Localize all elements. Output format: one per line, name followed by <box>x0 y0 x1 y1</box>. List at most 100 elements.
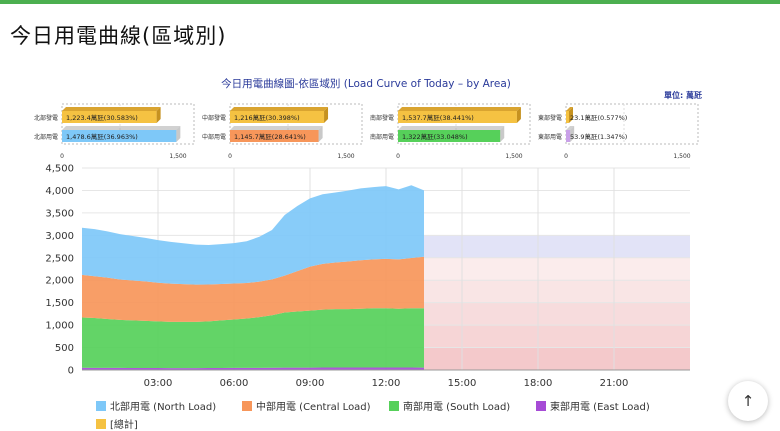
x-tick-label: 15:00 <box>448 378 477 389</box>
mini-load-bar-side <box>500 126 505 142</box>
mini-panel-frame <box>397 103 531 145</box>
mini-load-bar <box>62 130 177 142</box>
mini-gen-bar-side <box>516 107 521 123</box>
y-tick-label: 0 <box>68 366 74 377</box>
legend-item-total[interactable]: [總計] <box>96 416 138 431</box>
mini-gen-bar-top <box>398 107 521 111</box>
area-series-3 <box>82 185 424 285</box>
mini-load-value: 1,478.6萬瓩(36.963%) <box>66 132 138 141</box>
mini-axis-min: 0 <box>564 153 568 160</box>
y-tick-label: 3,000 <box>45 231 74 242</box>
legend-swatch-east <box>536 400 546 411</box>
supply-band-3 <box>424 280 690 303</box>
mini-gen-bar-top <box>62 107 161 111</box>
mini-panel-frame <box>565 103 699 145</box>
main-plot-area: 0 500 1,000 1,500 2,000 2,500 3,000 3,500 4,000 4… <box>45 164 690 389</box>
page-title: 今日用電曲線(區域別) <box>10 24 227 48</box>
mini-gen-bar <box>566 111 569 123</box>
mini-gen-bar <box>230 111 325 123</box>
y-tick-label: 2,500 <box>45 253 74 264</box>
mini-load-bar <box>398 130 501 142</box>
mini-axis-min: 0 <box>396 153 400 160</box>
mini-gen-bar-side <box>156 107 161 123</box>
x-tick-label: 09:00 <box>296 378 325 389</box>
mini-load-bar-top <box>398 126 505 130</box>
mini-gen-label: 中部發電 <box>202 114 226 122</box>
y-tick-label: 4,500 <box>45 164 74 175</box>
scroll-to-top-button[interactable]: ↑ <box>728 381 768 421</box>
mini-load-bar <box>230 130 319 142</box>
mini-load-label: 北部用電 <box>34 133 58 141</box>
supply-band-4 <box>424 257 690 281</box>
mini-load-bar <box>566 130 571 142</box>
mini-load-label: 東部用電 <box>538 133 562 141</box>
supply-band-0 <box>424 347 690 370</box>
legend-swatch-total <box>96 418 106 429</box>
legend-item-north[interactable]: 北部用電 (North Load) <box>96 398 216 413</box>
x-tick-label: 21:00 <box>600 378 629 389</box>
supply-band-1 <box>424 325 690 348</box>
mini-axis-max: 1,500 <box>169 153 186 160</box>
mini-load-value: 1,322萬瓩(33.048%) <box>402 132 468 141</box>
y-tick-label: 2,000 <box>45 276 74 287</box>
mini-gen-label: 南部發電 <box>370 114 394 122</box>
mini-load-bar-top <box>230 126 323 130</box>
mini-load-value: 1,145.7萬瓩(28.641%) <box>234 132 306 141</box>
mini-gen-bar-top <box>230 107 329 111</box>
legend-item-south[interactable]: 南部用電 (South Load) <box>389 398 510 413</box>
legend-swatch-south <box>389 400 399 411</box>
area-series-2 <box>82 256 424 322</box>
y-tick-label: 1,000 <box>45 321 74 332</box>
mini-load-bar-side <box>176 126 181 142</box>
y-tick-label: 4,000 <box>45 186 74 197</box>
mini-load-label: 中部用電 <box>202 133 226 141</box>
mini-load-bar-side <box>570 126 575 142</box>
supply-band-2 <box>424 302 690 326</box>
mini-gen-label: 東部發電 <box>538 114 562 122</box>
mini-axis-max: 1,500 <box>673 153 690 160</box>
x-tick-label: 18:00 <box>524 378 553 389</box>
mini-gen-value: 1,537.7萬瓩(38.441%) <box>402 113 474 122</box>
y-tick-label: 3,500 <box>45 208 74 219</box>
chart-title: 今日用電曲線圖-依區域別 (Load Curve of Today – by A… <box>221 77 511 90</box>
mini-axis-max: 1,500 <box>505 153 522 160</box>
area-series-1 <box>82 308 424 369</box>
legend-label-total: [總計] <box>110 420 138 431</box>
mini-load-value: 53.9萬瓩(1.347%) <box>570 132 627 141</box>
y-tick-label: 500 <box>55 343 74 354</box>
mini-axis-min: 0 <box>228 153 232 160</box>
mini-gen-value: 1,223.4萬瓩(30.583%) <box>66 113 138 122</box>
legend-item-east[interactable]: 東部用電 (East Load) <box>536 398 650 413</box>
mini-gen-bar-side <box>569 107 573 123</box>
mini-gen-bar-top <box>566 107 573 111</box>
top-accent-bar <box>0 0 780 4</box>
y-tick-label: 1,500 <box>45 298 74 309</box>
legend-label-north: 北部用電 (North Load) <box>110 402 217 413</box>
legend-item-central[interactable]: 中部用電 (Central Load) <box>242 398 371 413</box>
mini-gen-bar <box>398 111 517 123</box>
x-tick-label: 06:00 <box>220 378 249 389</box>
mini-load-bar-top <box>566 126 575 130</box>
supply-band-5 <box>424 235 690 258</box>
mini-panel-frame <box>61 103 195 145</box>
mini-gen-value: 23.1萬瓩(0.577%) <box>570 113 627 122</box>
mini-gen-label: 北部發電 <box>34 114 58 122</box>
x-tick-label: 03:00 <box>144 378 173 389</box>
legend-label-south: 南部用電 (South Load) <box>403 402 511 413</box>
mini-gen-bar <box>62 111 157 123</box>
mini-gen-value: 1,216萬瓩(30.398%) <box>234 113 300 122</box>
load-curve-chart: 今日用電曲線圖-依區域別 (Load Curve of Today – by A… <box>34 77 702 389</box>
mini-load-bar-side <box>318 126 323 142</box>
unit-label: 單位: 萬瓩 <box>664 90 702 100</box>
legend-swatch-north <box>96 400 106 411</box>
mini-axis-min: 0 <box>60 153 64 160</box>
legend-label-central: 中部用電 (Central Load) <box>256 402 371 413</box>
mini-load-label: 南部用電 <box>370 133 394 141</box>
mini-axis-max: 1,500 <box>337 153 354 160</box>
legend-swatch-central <box>242 400 252 411</box>
